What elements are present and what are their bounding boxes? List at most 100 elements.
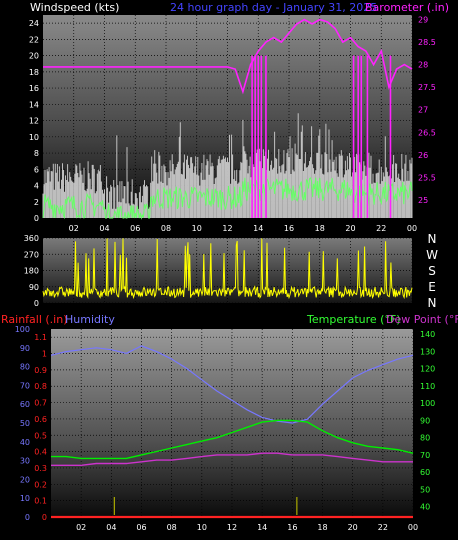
- humidity-tick-label: 40: [20, 438, 30, 447]
- time-tick-label: 04: [106, 523, 116, 532]
- temperature-tick-label: 60: [420, 468, 430, 477]
- compass-label: E: [428, 280, 436, 294]
- rainfall-tick-label: 0.5: [34, 431, 47, 440]
- humidity-tick-label: 50: [20, 419, 30, 428]
- windspeed-tick-label: 8: [34, 149, 39, 158]
- barometer-tick-label: 25: [418, 196, 428, 205]
- time-tick-label: 06: [136, 523, 146, 532]
- time-tick-label: 18: [315, 224, 325, 233]
- rainfall-tick-label: 0.3: [34, 464, 47, 473]
- time-tick-label: 20: [345, 224, 355, 233]
- time-tick-label: 16: [287, 523, 297, 532]
- humidity-tick-label: 70: [20, 381, 30, 390]
- temperature-tick-label: 50: [420, 485, 430, 494]
- time-tick-label: 10: [192, 224, 202, 233]
- barometer-tick-label: 28: [418, 61, 428, 70]
- temperature-axis-title: Temperature (°F): [306, 313, 401, 326]
- rainfall-tick-label: 1: [42, 350, 47, 359]
- direction-tick-label: 180: [24, 267, 39, 276]
- temperature-tick-label: 140: [420, 330, 435, 339]
- rainfall-tick-label: 0.1: [34, 497, 47, 506]
- temperature-tick-label: 100: [420, 399, 435, 408]
- temperature-tick-label: 130: [420, 347, 435, 356]
- direction-tick-label: 90: [29, 283, 39, 292]
- time-tick-label: 06: [130, 224, 140, 233]
- humidity-tick-label: 60: [20, 400, 30, 409]
- rainfall-tick-label: 0.6: [34, 415, 47, 424]
- humidity-tick-label: 20: [20, 475, 30, 484]
- direction-tick-label: 0: [34, 299, 39, 308]
- windspeed-tick-label: 16: [29, 84, 39, 93]
- compass-label: W: [426, 248, 438, 262]
- barometer-tick-label: 27.5: [418, 83, 436, 92]
- temperature-tick-label: 70: [420, 451, 430, 460]
- rainfall-tick-label: 0.4: [34, 448, 47, 457]
- rainfall-tick-label: 0.8: [34, 382, 47, 391]
- time-tick-label: 22: [378, 523, 388, 532]
- windspeed-tick-label: 4: [34, 182, 39, 191]
- chart-title: 24 hour graph day - January 31, 2025: [170, 1, 377, 14]
- dewpoint-series-line: [51, 452, 413, 466]
- rainfall-tick-label: 1.1: [34, 333, 47, 342]
- rainfall-tick-label: 0.7: [34, 399, 47, 408]
- time-tick-label: 02: [69, 224, 79, 233]
- humidity-series-line: [50, 345, 414, 424]
- time-tick-label: 00: [408, 523, 418, 532]
- time-tick-label: 08: [167, 523, 177, 532]
- humidity-tick-label: 0: [25, 513, 30, 522]
- windspeed-tick-label: 0: [34, 214, 39, 223]
- windspeed-tick-label: 10: [29, 133, 39, 142]
- time-tick-label: 16: [284, 224, 294, 233]
- windspeed-axis-title: Windspeed (kts): [30, 1, 119, 14]
- barometer-tick-label: 27: [418, 106, 428, 115]
- time-tick-label: 14: [257, 523, 267, 532]
- time-tick-label: 00: [407, 224, 417, 233]
- barometer-tick-label: 28.5: [418, 38, 436, 47]
- humidity-tick-label: 100: [15, 325, 30, 334]
- humidity-tick-label: 80: [20, 363, 30, 372]
- windspeed-tick-label: 12: [29, 117, 39, 126]
- windspeed-tick-label: 2: [34, 198, 39, 207]
- direction-tick-label: 270: [24, 250, 39, 259]
- barometer-tick-label: 25.5: [418, 173, 436, 182]
- windspeed-tick-label: 14: [29, 100, 39, 109]
- humidity-tick-label: 30: [20, 457, 30, 466]
- rainfall-tick-label: 0: [42, 513, 47, 522]
- temperature-tick-label: 90: [420, 416, 430, 425]
- compass-label: N: [428, 296, 437, 310]
- wind-direction-trace: [42, 238, 413, 300]
- temperature-tick-label: 80: [420, 434, 430, 443]
- windspeed-tick-label: 18: [29, 68, 39, 77]
- windspeed-tick-label: 6: [34, 165, 39, 174]
- direction-tick-label: 360: [24, 234, 39, 243]
- humidity-tick-label: 10: [20, 494, 30, 503]
- temperature-series-line: [51, 419, 414, 460]
- temperature-tick-label: 40: [420, 503, 430, 512]
- barometer-tick-label: 26: [418, 151, 428, 160]
- wind-average-trace: [42, 177, 413, 220]
- compass-label: N: [428, 232, 437, 246]
- time-tick-label: 12: [227, 523, 237, 532]
- humidity-axis-title: Humidity: [65, 313, 115, 326]
- compass-label: S: [428, 264, 436, 278]
- barometer-axis-title: Barometer (.in): [365, 1, 449, 14]
- time-tick-label: 22: [376, 224, 386, 233]
- barometer-series-line: [43, 18, 413, 95]
- barometer-tick-label: 29: [418, 16, 428, 25]
- time-tick-label: 14: [253, 224, 263, 233]
- time-tick-label: 02: [76, 523, 86, 532]
- temperature-tick-label: 110: [420, 382, 435, 391]
- rainfall-axis-title: Rainfall (.in): [1, 313, 68, 326]
- time-tick-label: 20: [348, 523, 358, 532]
- time-tick-label: 08: [161, 224, 171, 233]
- humidity-tick-label: 90: [20, 344, 30, 353]
- windspeed-tick-label: 20: [29, 52, 39, 61]
- barometer-tick-label: 26.5: [418, 128, 436, 137]
- time-tick-label: 04: [99, 224, 109, 233]
- rainfall-tick-label: 0.9: [34, 366, 47, 375]
- dewpoint-axis-title: Dew Point (°F): [386, 313, 458, 326]
- time-tick-label: 12: [222, 224, 232, 233]
- windspeed-tick-label: 24: [29, 19, 39, 28]
